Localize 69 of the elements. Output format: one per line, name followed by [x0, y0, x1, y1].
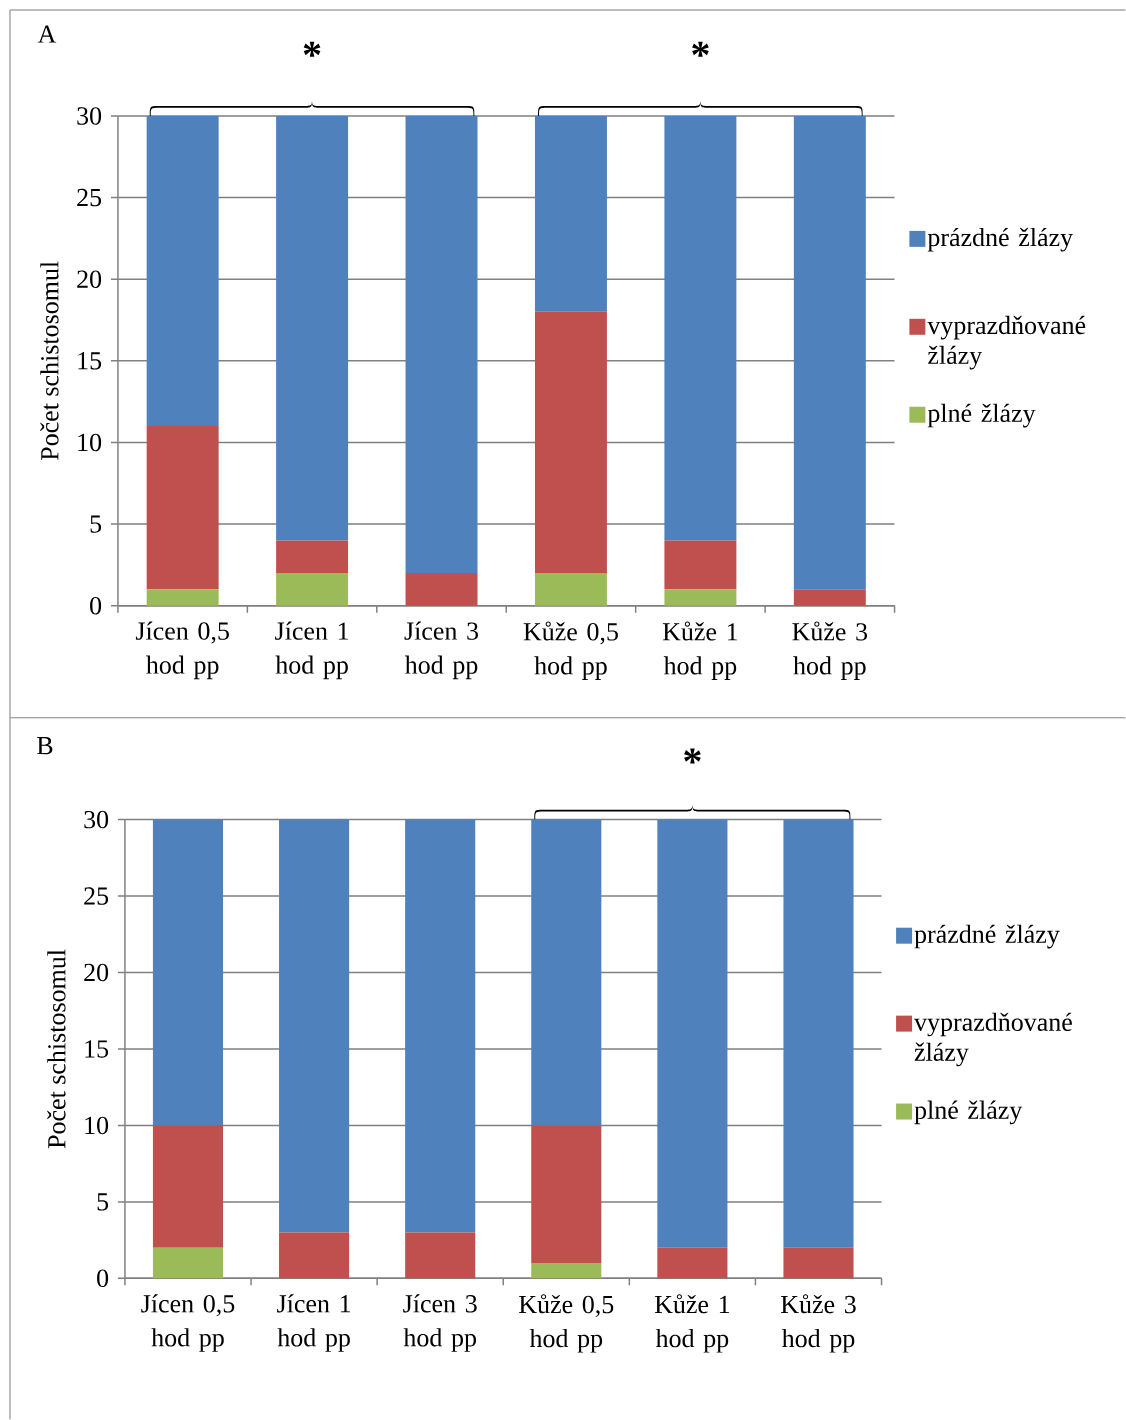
chart-title: B [36, 737, 53, 755]
bar [278, 819, 350, 1233]
bar [664, 115, 737, 541]
x-tick-label: Kůže 1 hod pp [654, 1294, 729, 1353]
legend-label: plné žlázy [927, 403, 1036, 428]
bar [146, 115, 219, 427]
y-tick-label: 10 [85, 1116, 109, 1135]
legend-label: vyprazdňované žlázy [927, 315, 1086, 370]
text: * [692, 41, 709, 57]
x-tick-label: Kůže 3 hod pp [792, 621, 867, 680]
bar [534, 115, 607, 312]
legend-label: plné žlázy [914, 1100, 1023, 1125]
x-tick-label: Jícen 3 hod pp [404, 621, 478, 680]
legend-label: vyprazdňované žlázy [913, 1012, 1072, 1067]
text: * [303, 41, 321, 57]
y-tick-label: 15 [78, 352, 101, 370]
bar [152, 1247, 223, 1279]
bar [657, 1247, 728, 1279]
bar [405, 1232, 476, 1279]
x-tick-label: Kůže 1 hod pp [662, 621, 737, 680]
chart-title: A [37, 25, 57, 43]
text: * [684, 748, 701, 764]
y-tick-label: 5 [90, 515, 101, 533]
bar [664, 589, 737, 606]
y-tick-label: 25 [77, 188, 101, 207]
bar [793, 115, 866, 590]
x-tick-label: Jícen 1 hod pp [277, 1294, 350, 1352]
y-axis-title: Počet schistosomul [40, 261, 59, 461]
bar [531, 1125, 602, 1264]
x-tick-label: Kůže 0,5 hod pp [523, 621, 618, 680]
y-tick-label: 25 [84, 887, 108, 905]
y-tick-label: 5 [97, 1193, 108, 1211]
bar [531, 819, 602, 1126]
bar [793, 589, 866, 606]
bar [405, 115, 478, 574]
y-axis-title: Počet schistosomul [47, 949, 66, 1149]
x-tick-label: Jícen 0,5 hod pp [141, 1294, 235, 1352]
x-tick-label: Jícen 0,5 hod pp [135, 621, 229, 680]
bar [783, 819, 854, 1248]
bar [146, 426, 219, 590]
bar [405, 573, 478, 606]
bar [534, 311, 607, 574]
legend-label: prázdné žlázy [914, 924, 1060, 949]
bar [531, 1263, 602, 1279]
bar [276, 540, 348, 574]
x-tick-label: Jícen 1 hod pp [275, 621, 348, 680]
x-tick-label: Kůže 3 hod pp [780, 1294, 856, 1353]
x-tick-label: Jícen 3 hod pp [403, 1294, 477, 1352]
bar [276, 115, 348, 541]
bar [534, 573, 607, 606]
x-tick-label: Kůže 0,5 hod pp [518, 1294, 614, 1353]
bar [278, 1232, 350, 1279]
bar [152, 819, 223, 1126]
bar [276, 573, 348, 606]
bar [657, 819, 728, 1248]
y-tick-label: 30 [77, 107, 102, 125]
y-tick-label: 10 [78, 433, 102, 452]
y-tick-label: 30 [84, 810, 109, 829]
y-tick-label: 20 [77, 270, 102, 288]
y-tick-label: 20 [84, 963, 109, 982]
bar [664, 540, 737, 590]
bar [783, 1247, 854, 1279]
y-tick-label: 0 [96, 1269, 109, 1288]
bar [405, 819, 476, 1233]
y-tick-label: 0 [89, 596, 102, 615]
bar [152, 1125, 223, 1248]
y-tick-label: 15 [85, 1040, 108, 1058]
legend-label: prázdné žlázy [927, 227, 1073, 252]
bar [146, 589, 219, 606]
